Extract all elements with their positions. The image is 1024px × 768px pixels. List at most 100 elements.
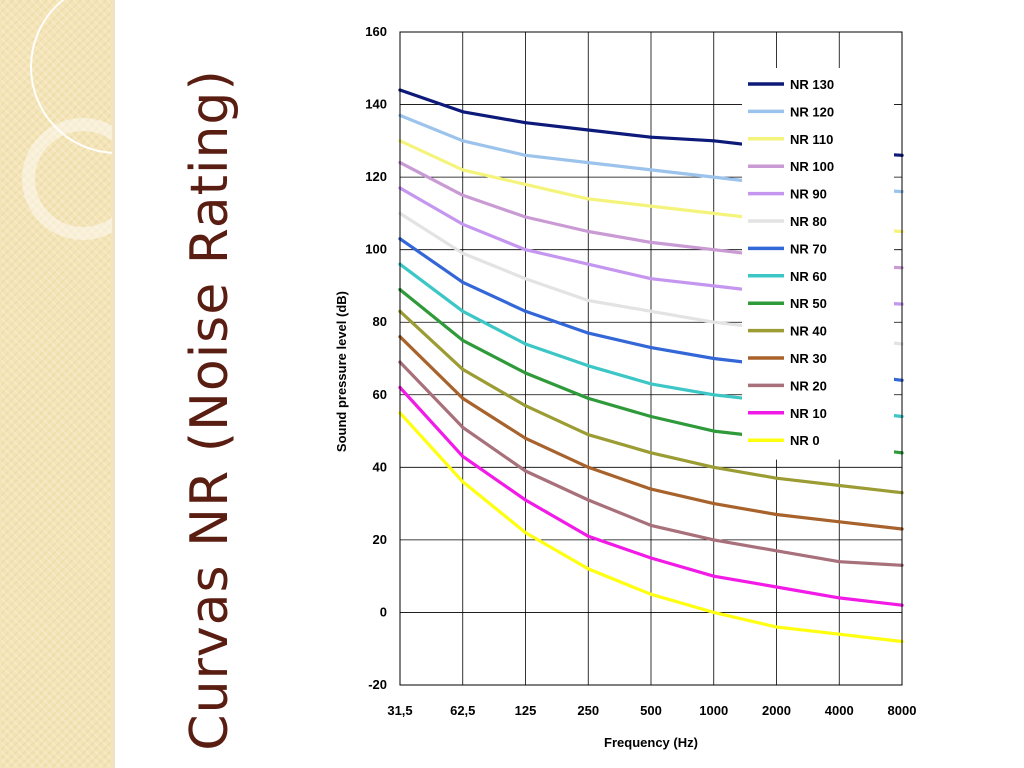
data-point — [586, 128, 590, 132]
series-group — [398, 309, 904, 495]
data-point — [586, 331, 590, 335]
data-point — [461, 139, 465, 143]
data-point — [712, 610, 716, 615]
x-tick-label: 1000 — [699, 703, 728, 718]
data-point — [586, 498, 590, 502]
data-point — [837, 560, 841, 564]
data-point — [461, 222, 465, 226]
y-tick-label: 160 — [365, 24, 387, 39]
data-point — [712, 356, 716, 361]
data-point — [837, 483, 841, 488]
legend-label: NR 100 — [790, 159, 834, 174]
data-point — [586, 197, 590, 201]
legend-label: NR 70 — [790, 241, 827, 256]
data-point — [712, 248, 716, 252]
data-point — [712, 538, 716, 542]
y-tick-label: 20 — [373, 532, 387, 547]
data-point — [712, 393, 716, 397]
data-point — [649, 382, 653, 386]
data-point — [586, 534, 590, 538]
data-point — [774, 512, 779, 517]
data-point — [586, 364, 590, 368]
data-point — [461, 367, 465, 371]
data-point — [649, 414, 653, 419]
panel-divider — [112, 0, 115, 768]
legend-label: NR 130 — [790, 77, 834, 92]
legend-label: NR 40 — [790, 324, 827, 339]
data-point — [649, 240, 653, 245]
series-group — [398, 385, 904, 607]
data-point — [649, 556, 653, 560]
data-point — [523, 342, 528, 346]
data-point — [461, 168, 465, 172]
data-point — [523, 309, 528, 313]
data-point — [712, 465, 716, 469]
data-point — [461, 425, 465, 430]
legend-label: NR 20 — [790, 378, 827, 393]
data-point — [523, 469, 528, 473]
data-point — [712, 284, 716, 288]
data-point — [649, 135, 653, 139]
data-point — [461, 193, 465, 197]
data-point — [523, 371, 528, 375]
data-point — [586, 262, 590, 266]
x-tick-label: 500 — [640, 703, 662, 718]
data-point — [649, 451, 653, 455]
x-tick-label: 62,5 — [450, 703, 475, 718]
data-point — [649, 346, 653, 350]
legend-label: NR 10 — [790, 406, 827, 421]
legend-label: NR 60 — [790, 269, 827, 284]
series-group — [398, 360, 904, 567]
x-tick-label: 125 — [515, 703, 537, 718]
data-point — [461, 280, 465, 284]
data-point — [712, 429, 716, 433]
x-axis-title: Frequency (Hz) — [604, 735, 698, 750]
data-point — [586, 396, 590, 401]
data-point — [837, 596, 841, 600]
data-point — [523, 277, 528, 281]
x-tick-label: 31,5 — [387, 703, 412, 718]
data-point — [774, 549, 779, 553]
data-point — [649, 592, 653, 596]
y-tick-label: 120 — [365, 169, 387, 184]
data-point — [586, 229, 590, 234]
data-point — [523, 404, 528, 408]
legend-box — [742, 68, 894, 460]
data-point — [461, 396, 465, 401]
legend-label: NR 30 — [790, 351, 827, 366]
data-point — [649, 277, 653, 281]
data-point — [712, 502, 716, 506]
data-point — [712, 211, 716, 215]
x-tick-label: 250 — [577, 703, 599, 718]
data-point — [461, 309, 465, 313]
y-tick-label: -20 — [368, 677, 387, 692]
y-tick-label: 0 — [380, 604, 387, 619]
plot-frame — [399, 31, 903, 686]
data-point — [586, 161, 590, 165]
x-tick-label: 2000 — [762, 703, 791, 718]
data-point — [523, 498, 528, 502]
legend-label: NR 110 — [790, 132, 833, 147]
legend-label: NR 80 — [790, 214, 827, 229]
decorative-ring — [22, 118, 112, 240]
legend-label: NR 90 — [790, 187, 827, 202]
y-tick-label: 140 — [365, 97, 387, 112]
data-point — [649, 523, 653, 527]
data-point — [837, 520, 841, 524]
data-point — [461, 110, 465, 114]
x-tick-label: 4000 — [825, 703, 854, 718]
slide-title: Curvas NR (Noise Rating) — [180, 69, 240, 751]
data-point — [712, 320, 716, 324]
y-tick-label: 60 — [373, 387, 387, 402]
data-point — [523, 215, 528, 219]
data-point — [649, 309, 653, 313]
data-point — [712, 175, 716, 179]
data-point — [774, 476, 779, 480]
data-point — [649, 204, 653, 208]
series-group — [398, 335, 904, 531]
data-point — [461, 480, 465, 484]
data-point — [461, 338, 465, 342]
data-point — [586, 567, 590, 571]
